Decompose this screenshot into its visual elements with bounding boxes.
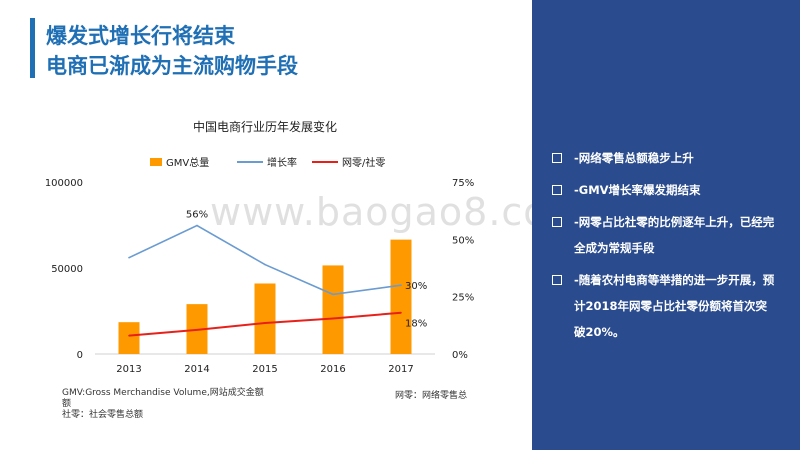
title-accent-bar xyxy=(30,18,35,78)
bar-gmv xyxy=(390,239,412,354)
left-axis-tick: 50000 xyxy=(51,264,83,275)
summary-bullet: -GMV增长率爆发期结束 xyxy=(552,177,777,203)
x-axis-tick: 2015 xyxy=(252,364,277,375)
chart-title: 中国电商行业历年发展变化 xyxy=(193,119,337,134)
line-point-2 xyxy=(196,329,198,331)
x-axis-tick: 2017 xyxy=(388,364,413,375)
legend-label-1: 增长率 xyxy=(267,156,297,169)
right-axis-tick: 25% xyxy=(452,293,474,304)
bar-gmv xyxy=(322,265,344,354)
summary-bullet-list: -网络零售总额稳步上升 -GMV增长率爆发期结束 -网零占比社零的比例逐年上升，已经… xyxy=(552,145,777,351)
summary-panel: -网络零售总额稳步上升 -GMV增长率爆发期结束 -网零占比社零的比例逐年上升，已经… xyxy=(532,0,800,450)
right-axis-tick: 75% xyxy=(452,178,474,189)
line-point-1 xyxy=(400,284,402,287)
summary-bullet: -网络零售总额稳步上升 xyxy=(552,145,777,171)
line-point-1 xyxy=(332,293,334,296)
note-gmv-definition-wrap: 额 xyxy=(62,399,72,409)
bullet-square-icon xyxy=(552,217,562,227)
legend-swatch-0 xyxy=(150,158,162,166)
note-social-retail-definition: 社零：社会零售总额 xyxy=(62,410,144,420)
line-point-2 xyxy=(400,311,402,314)
line-point-2 xyxy=(264,322,266,324)
summary-bullet-text: -网络零售总额稳步上升 xyxy=(574,151,694,165)
right-axis-tick: 50% xyxy=(452,235,474,246)
right-axis-tick: 0% xyxy=(452,350,468,361)
line-point-2 xyxy=(128,334,130,337)
summary-bullet: -网零占比社零的比例逐年上升，已经完全成为常规手段 xyxy=(552,209,777,261)
x-axis-tick: 2014 xyxy=(184,364,209,375)
bullet-square-icon xyxy=(552,153,562,163)
note-online-retail-definition: 网零：网络零售总 xyxy=(395,391,468,401)
note-gmv-definition: GMV:Gross Merchandise Volume,网站成交金额 xyxy=(62,388,264,398)
summary-bullet-text: -网零占比社零的比例逐年上升，已经完全成为常规手段 xyxy=(574,215,775,255)
bullet-square-icon xyxy=(552,275,562,285)
gmv-chart: 中国电商行业历年发展变化 GMV总量 增长率 网零/社零 0 50000 100000 0% 2… xyxy=(45,119,474,375)
data-label: 30% xyxy=(405,281,427,292)
line-point-1 xyxy=(196,224,198,227)
summary-bullet-text: -GMV增长率爆发期结束 xyxy=(574,183,701,197)
legend-label-0: GMV总量 xyxy=(166,156,209,169)
page-title-line-2: 电商已渐成为主流购物手段 xyxy=(46,54,298,78)
data-label: 18% xyxy=(405,319,427,330)
legend-label-2: 网零/社零 xyxy=(342,156,385,169)
page-title-line-1: 爆发式增长行将结束 xyxy=(46,24,235,48)
x-axis-tick: 2013 xyxy=(116,364,141,375)
summary-bullet: -随着农村电商等举措的进一步开展，预计2018年网零占比社零份额将首次突破20%… xyxy=(552,267,777,345)
line-point-1 xyxy=(264,263,266,266)
bar-gmv xyxy=(118,322,140,354)
bar-gmv xyxy=(254,283,276,354)
watermark: www.baogao8.com xyxy=(210,190,586,234)
summary-bullet-text: -随着农村电商等举措的进一步开展，预计2018年网零占比社零份额将首次突破20%… xyxy=(574,273,775,339)
x-axis-tick: 2016 xyxy=(320,364,345,375)
left-axis-tick: 0 xyxy=(77,350,83,361)
bullet-square-icon xyxy=(552,185,562,195)
left-axis-tick: 100000 xyxy=(45,178,83,189)
line-point-1 xyxy=(128,256,130,259)
chart-notes: GMV:Gross Merchandise Volume,网站成交金额 额 社零… xyxy=(62,388,277,421)
line-point-2 xyxy=(332,317,334,320)
data-label: 56% xyxy=(186,210,208,221)
